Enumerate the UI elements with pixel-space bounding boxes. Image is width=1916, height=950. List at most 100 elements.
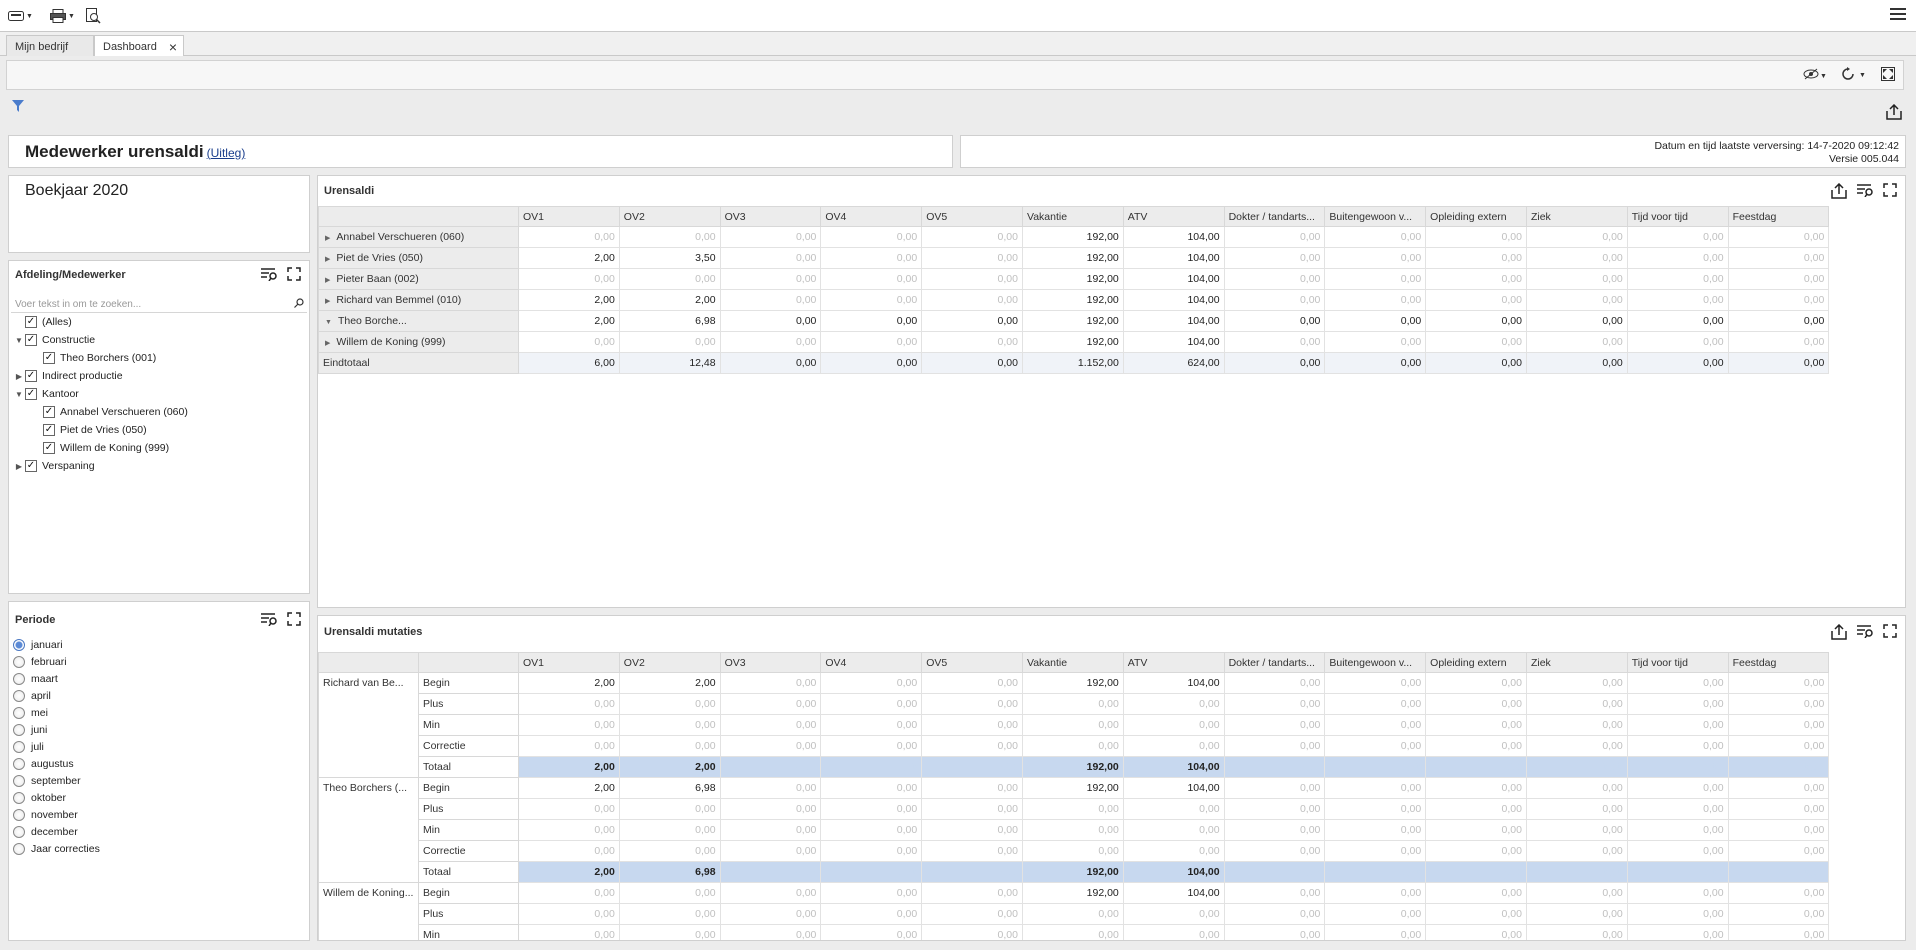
column-header[interactable]: OV5	[921, 652, 1023, 673]
radio-button[interactable]	[13, 808, 25, 821]
checkbox[interactable]: ✓	[43, 352, 55, 364]
column-header[interactable]: OV1	[518, 652, 620, 673]
tree-item[interactable]: ✓ Willem de Koning (999)	[31, 440, 169, 456]
radio-button[interactable]	[13, 757, 25, 770]
expand-row-icon[interactable]: ▶	[325, 340, 331, 347]
column-header[interactable]: Ziek	[1525, 652, 1628, 673]
expand-row-icon[interactable]: ▶	[325, 235, 331, 242]
column-header[interactable]: ATV	[1122, 652, 1225, 673]
tree-expander-icon[interactable]: ▼	[15, 335, 23, 345]
row-header[interactable]: ▶ Piet de Vries (050)	[318, 247, 519, 269]
column-header[interactable]: OV4	[820, 652, 923, 673]
column-header[interactable]: Dokter / tandarts...	[1223, 652, 1326, 673]
expand-icon[interactable]	[287, 612, 301, 629]
tab-mijn-bedrijf[interactable]: Mijn bedrijf	[6, 35, 94, 56]
expand-icon[interactable]	[1883, 183, 1897, 202]
column-header[interactable]: Opleiding extern	[1425, 652, 1527, 673]
afdeling-search-input[interactable]: Voer tekst in om te zoeken...	[11, 297, 307, 313]
column-header[interactable]: Tijd voor tijd	[1626, 652, 1729, 673]
radio-button[interactable]	[13, 638, 25, 651]
tree-expander-icon[interactable]: ▼	[15, 389, 23, 399]
periode-option[interactable]: november	[13, 806, 78, 823]
radio-button[interactable]	[13, 706, 25, 719]
periode-option[interactable]: mei	[13, 704, 48, 721]
filter-icon[interactable]	[12, 100, 24, 115]
search-filter-icon[interactable]	[1857, 624, 1873, 643]
column-header[interactable]: Vakantie	[1021, 206, 1124, 227]
checkbox[interactable]: ✓	[25, 316, 37, 328]
expand-row-icon[interactable]: ▶	[325, 298, 331, 305]
expand-row-icon[interactable]: ▶	[325, 277, 331, 284]
keyboard-menu-button[interactable]: ▼	[8, 6, 33, 26]
expand-icon[interactable]	[287, 267, 301, 284]
checkbox[interactable]: ✓	[43, 406, 55, 418]
column-header[interactable]: Vakantie	[1021, 652, 1124, 673]
column-header[interactable]: Dokter / tandarts...	[1223, 206, 1326, 227]
column-header[interactable]: Tijd voor tijd	[1626, 206, 1729, 227]
column-header[interactable]: OV3	[719, 206, 822, 227]
export-icon[interactable]	[1831, 623, 1847, 643]
periode-option[interactable]: februari	[13, 653, 67, 670]
checkbox[interactable]: ✓	[43, 442, 55, 454]
tree-item[interactable]: ✓ (Alles)	[13, 314, 72, 330]
expand-row-icon[interactable]: ▶	[325, 256, 331, 263]
periode-option[interactable]: juni	[13, 721, 47, 738]
column-header[interactable]: Opleiding extern	[1425, 206, 1527, 227]
refresh-menu-icon[interactable]: ▼	[1841, 67, 1867, 84]
checkbox[interactable]: ✓	[25, 388, 37, 400]
checkbox[interactable]: ✓	[25, 334, 37, 346]
column-header[interactable]: OV2	[618, 652, 721, 673]
radio-button[interactable]	[13, 842, 25, 855]
export-icon[interactable]	[1886, 103, 1902, 123]
checkbox[interactable]: ✓	[43, 424, 55, 436]
tree-item[interactable]: ✓ Piet de Vries (050)	[31, 422, 147, 438]
periode-option[interactable]: Jaar correcties	[13, 840, 100, 857]
print-preview-button[interactable]	[85, 6, 101, 26]
tree-expander-icon[interactable]: ▶	[15, 371, 23, 381]
search-filter-icon[interactable]	[1857, 183, 1873, 202]
checkbox[interactable]: ✓	[25, 460, 37, 472]
expand-icon[interactable]	[1883, 624, 1897, 643]
tree-item[interactable]: ▼ ✓ Constructie	[13, 332, 95, 348]
checkbox[interactable]: ✓	[25, 370, 37, 382]
column-header[interactable]: ATV	[1122, 206, 1225, 227]
row-header[interactable]: ▶ Pieter Baan (002)	[318, 268, 519, 290]
search-filter-icon[interactable]	[261, 612, 277, 629]
periode-option[interactable]: augustus	[13, 755, 74, 772]
periode-option[interactable]: januari	[13, 636, 63, 653]
radio-button[interactable]	[13, 791, 25, 804]
tab-dashboard[interactable]: Dashboard ×	[94, 35, 184, 57]
hamburger-menu-icon[interactable]	[1890, 8, 1906, 23]
search-filter-icon[interactable]	[261, 267, 277, 284]
fullscreen-icon[interactable]	[1881, 67, 1895, 84]
expand-row-icon[interactable]: ▼	[325, 319, 332, 326]
periode-option[interactable]: juli	[13, 738, 44, 755]
periode-option[interactable]: september	[13, 772, 81, 789]
column-header[interactable]: Feestdag	[1727, 206, 1830, 227]
column-header[interactable]: Buitengewoon v...	[1324, 206, 1427, 227]
row-header[interactable]: ▶ Annabel Verschueren (060)	[318, 226, 519, 248]
periode-option[interactable]: december	[13, 823, 78, 840]
radio-button[interactable]	[13, 825, 25, 838]
column-header[interactable]: Buitengewoon v...	[1324, 652, 1427, 673]
row-header[interactable]: ▶ Richard van Bemmel (010)	[318, 289, 519, 311]
radio-button[interactable]	[13, 774, 25, 787]
radio-button[interactable]	[13, 672, 25, 685]
column-header[interactable]: Ziek	[1525, 206, 1628, 227]
tree-item[interactable]: ▼ ✓ Kantoor	[13, 386, 79, 402]
radio-button[interactable]	[13, 740, 25, 753]
periode-option[interactable]: april	[13, 687, 51, 704]
periode-option[interactable]: oktober	[13, 789, 66, 806]
radio-button[interactable]	[13, 655, 25, 668]
column-header[interactable]: OV5	[921, 206, 1023, 227]
tree-item[interactable]: ▶ ✓ Indirect productie	[13, 368, 123, 384]
column-header[interactable]: OV1	[518, 206, 620, 227]
print-menu-button[interactable]: ▼	[50, 6, 75, 26]
column-header[interactable]: OV2	[618, 206, 721, 227]
visibility-menu-icon[interactable]: ▼	[1803, 67, 1827, 84]
export-icon[interactable]	[1831, 182, 1847, 202]
tree-item[interactable]: ✓ Annabel Verschueren (060)	[31, 404, 188, 420]
uitleg-link[interactable]: Uitleg	[210, 146, 242, 160]
column-header[interactable]: OV4	[820, 206, 923, 227]
row-header[interactable]: ▼ Theo Borche...	[318, 310, 519, 332]
